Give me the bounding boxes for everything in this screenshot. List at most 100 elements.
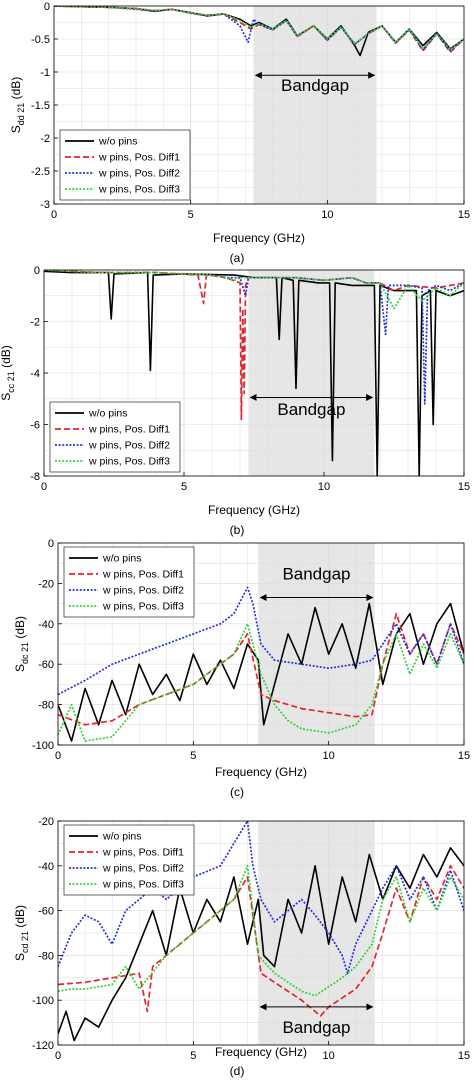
y-tick-label: -8 [30, 471, 40, 483]
legend: w/o pins w pins, Pos. Diff1 w pins, Pos. D… [59, 129, 191, 201]
series-line-1 [44, 270, 464, 476]
y-tick-label: -2 [30, 317, 40, 329]
legend-entry: w pins, Pos. Diff3 [102, 879, 184, 891]
series-group [58, 821, 464, 1042]
x-tick-label: 0 [55, 1050, 61, 1062]
panel-caption: (c) [230, 785, 244, 799]
x-tick-label: 15 [458, 1050, 470, 1062]
y-tick-label: -40 [38, 861, 54, 873]
x-tick-label: 5 [190, 750, 196, 762]
y-axis-label-unit: (dB) [9, 77, 23, 103]
y-axis-label-subscript: dd 21 [16, 103, 26, 126]
x-tick-label: 0 [51, 209, 57, 221]
legend-entry: w pins, Pos. Diff1 [98, 152, 180, 164]
legend-entry: w/o pins [98, 136, 138, 148]
y-tick-label: -0.5 [31, 34, 50, 46]
bandgap-label: Bandgap [281, 76, 349, 95]
series-line-4 [54, 6, 464, 51]
x-axis-label: Frequency (GHz) [208, 503, 300, 517]
y-tick-label: -6 [30, 420, 40, 432]
y-tick-label: -100 [32, 740, 54, 752]
y-tick-label: 0 [44, 1, 50, 13]
panel-caption: (a) [230, 251, 245, 265]
y-axis-label-main: S [0, 393, 13, 401]
chart-panel-4: Bandgap 0 5 10 15 -20 -40 -60 -80 -100 -120 Frequen… [13, 816, 470, 1078]
y-axis-label-subscript: dc 21 [20, 642, 30, 664]
legend-entry: w/o pins [102, 831, 142, 843]
x-tick-label: 15 [458, 481, 470, 493]
y-axis-label: Scd 21 (dB) [13, 905, 30, 961]
legend-entry: w pins, Pos. Diff2 [102, 863, 184, 875]
chart-panel-1: Bandgap 0 5 10 15 0 -0.5 -1 -1.5 -2 -2.5 -3 Frequenc… [9, 1, 470, 265]
series-line-2 [44, 270, 464, 421]
y-axis-label: Sdc 21 (dB) [13, 616, 30, 672]
legend: w/o pins w pins, Pos. Diff1 w pins, Pos. D… [49, 401, 181, 473]
y-tick-label: 0 [48, 538, 54, 550]
chart-panel-3: Bandgap 0 5 10 15 0 -20 -40 -60 -80 -100 Frequency … [13, 538, 470, 799]
y-tick-label: -20 [38, 816, 54, 828]
x-tick-label: 10 [318, 481, 330, 493]
y-tick-label: -40 [38, 619, 54, 631]
bandgap-label: Bandgap [277, 400, 345, 419]
y-tick-label: -3 [40, 199, 50, 211]
y-axis-label-main: S [13, 664, 27, 672]
legend-entry: w pins, Pos. Diff1 [88, 424, 170, 436]
series-group [44, 270, 464, 476]
legend-entry: w pins, Pos. Diff2 [102, 585, 184, 597]
y-tick-label: -80 [38, 700, 54, 712]
y-tick-label: -20 [38, 578, 54, 590]
legend-entry: w/o pins [88, 408, 128, 420]
y-axis-label-main: S [13, 953, 27, 961]
series-group [58, 586, 464, 742]
y-tick-label: -80 [38, 950, 54, 962]
series-line-1 [58, 847, 464, 1042]
y-tick-label: -60 [38, 659, 54, 671]
x-tick-label: 5 [188, 209, 194, 221]
x-tick-label: 10 [321, 209, 333, 221]
y-axis-label: Scc 21 (dB) [0, 345, 16, 401]
y-axis-label-subscript: cd 21 [20, 931, 30, 953]
y-axis-label-unit: (dB) [13, 616, 27, 642]
y-tick-label: -120 [32, 1040, 54, 1052]
axes-frame [57, 820, 465, 1046]
x-axis-label: Frequency (GHz) [215, 765, 307, 779]
legend-entry: w pins, Pos. Diff3 [102, 601, 184, 613]
x-tick-label: 15 [458, 750, 470, 762]
legend-entry: w pins, Pos. Diff1 [102, 569, 184, 581]
x-tick-label: 5 [190, 1050, 196, 1062]
x-axis-label: Frequency (GHz) [215, 1045, 307, 1059]
y-axis-label-unit: (dB) [13, 905, 27, 931]
x-tick-label: 5 [181, 481, 187, 493]
y-tick-label: -100 [32, 995, 54, 1007]
x-axis-label: Frequency (GHz) [213, 231, 305, 245]
x-tick-label: 10 [323, 1050, 335, 1062]
legend: w/o pins w pins, Pos. Diff1 w pins, Pos. D… [63, 546, 195, 618]
axes-frame [57, 542, 465, 746]
x-tick-label: 0 [41, 481, 47, 493]
x-tick-label: 10 [323, 750, 335, 762]
legend-entry: w pins, Pos. Diff2 [98, 168, 180, 180]
legend-entry: w/o pins [102, 553, 142, 565]
panel-caption: (b) [230, 523, 245, 537]
y-tick-label: 0 [34, 265, 40, 277]
y-tick-label: -1.5 [31, 100, 50, 112]
series-line-4 [44, 270, 464, 310]
y-tick-label: -2.5 [31, 166, 50, 178]
bandgap-label: Bandgap [282, 1018, 350, 1037]
y-axis-label-main: S [9, 125, 23, 133]
legend-entry: w pins, Pos. Diff3 [88, 456, 170, 468]
legend-entry: w pins, Pos. Diff3 [98, 184, 180, 196]
y-tick-label: -4 [30, 368, 40, 380]
y-axis-label-unit: (dB) [0, 345, 13, 371]
legend: w/o pins w pins, Pos. Diff1 w pins, Pos. D… [63, 824, 195, 896]
y-axis-label: Sdd 21 (dB) [9, 77, 26, 134]
chart-panel-2: Bandgap 0 5 10 15 0 -2 -4 -6 -8 Frequency (GHz) Scc… [0, 265, 470, 537]
legend-entry: w pins, Pos. Diff2 [88, 440, 170, 452]
y-tick-label: -60 [38, 906, 54, 918]
series-line-4 [58, 864, 464, 997]
series-line-3 [58, 821, 464, 975]
bandgap-label: Bandgap [282, 564, 350, 583]
series-group [54, 6, 464, 57]
x-tick-label: 15 [458, 209, 470, 221]
